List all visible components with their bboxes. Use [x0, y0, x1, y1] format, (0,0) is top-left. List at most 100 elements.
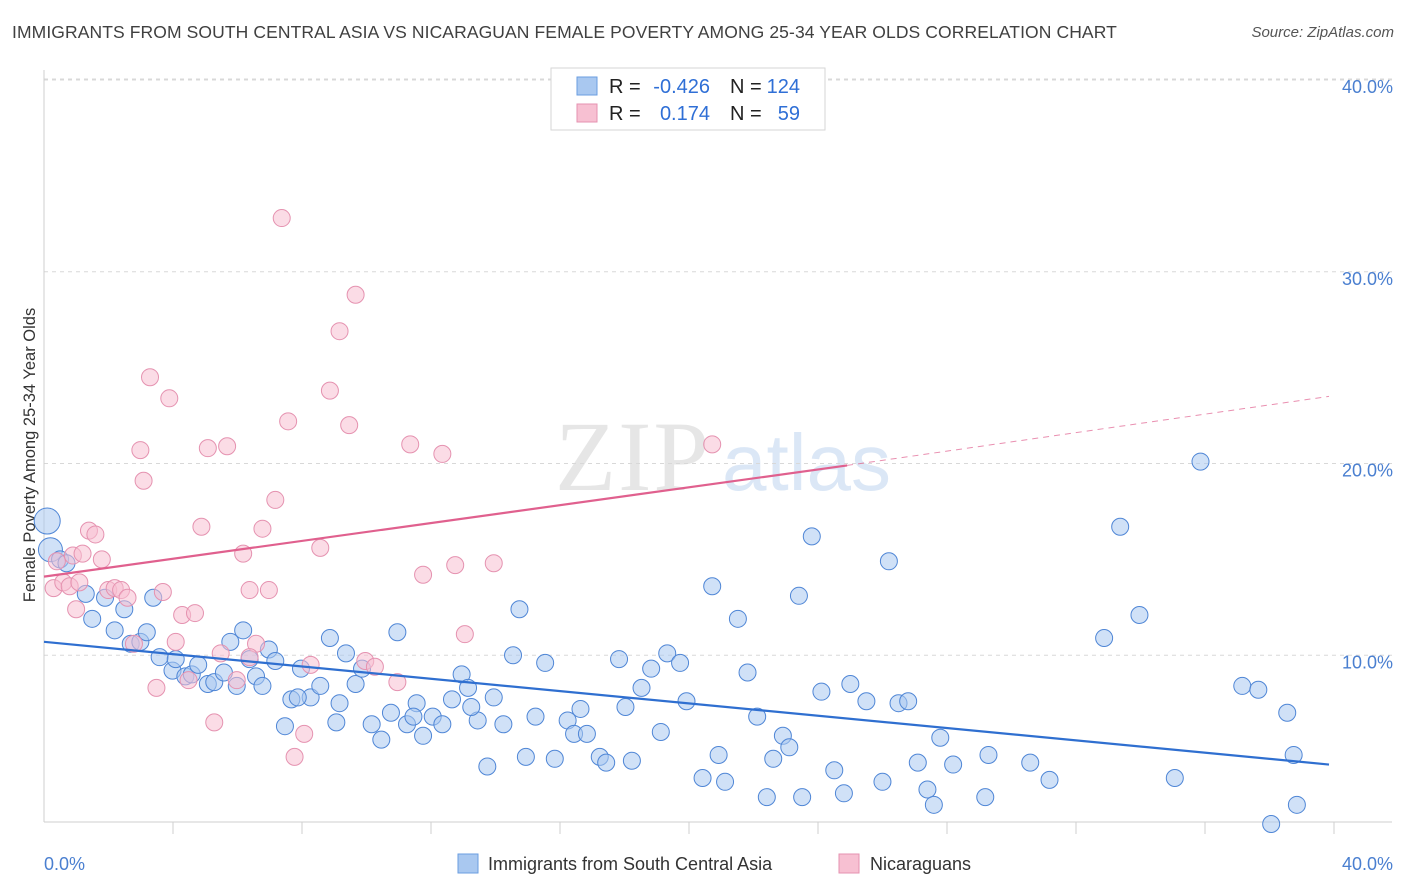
stats-r-label-2: R = [609, 103, 641, 125]
data-point-nicaraguans [703, 435, 722, 454]
data-point-immigrants [404, 707, 423, 726]
gridlines [44, 78, 1392, 656]
data-point-immigrants [1249, 680, 1268, 699]
data-point-immigrants [944, 755, 963, 774]
data-point-immigrants [504, 646, 523, 665]
data-point-immigrants [442, 690, 461, 709]
stats-r-label-1: R = [609, 76, 641, 98]
data-point-nicaraguans [340, 416, 359, 435]
data-point-immigrants [388, 623, 407, 642]
data-point-nicaraguans [279, 412, 298, 431]
stats-swatch-pink [576, 103, 598, 123]
data-point-immigrants [526, 707, 545, 726]
data-point-nicaraguans [414, 565, 433, 584]
data-point-immigrants [137, 623, 156, 642]
data-point-immigrants [1165, 768, 1184, 787]
data-point-immigrants [632, 678, 651, 697]
data-point-immigrants [381, 703, 400, 722]
data-point-immigrants [536, 653, 555, 672]
data-point-immigrants [105, 621, 124, 640]
data-point-immigrants [577, 724, 596, 743]
data-point-immigrants [189, 655, 208, 674]
data-point-immigrants [931, 728, 950, 747]
data-point-nicaraguans [320, 381, 339, 400]
data-point-nicaraguans [253, 519, 272, 538]
data-point-immigrants [908, 753, 927, 772]
y-tick-label: 30.0% [1342, 269, 1393, 289]
trend-line-immigrants [43, 640, 1330, 766]
data-point-immigrants [857, 692, 876, 711]
bottom-legend: Immigrants from South Central Asia Nicar… [457, 853, 971, 874]
data-point-immigrants [414, 726, 433, 745]
data-point-immigrants [221, 632, 240, 651]
data-point-immigrants [1191, 452, 1210, 471]
data-point-immigrants [764, 749, 783, 768]
data-point-nicaraguans [205, 713, 224, 732]
data-point-immigrants [510, 600, 529, 619]
data-point-nicaraguans [118, 588, 137, 607]
y-tick-labels: 10.0% 20.0% 30.0% 40.0% [1342, 77, 1393, 672]
data-point-nicaraguans [401, 435, 420, 454]
data-point-immigrants [812, 682, 831, 701]
data-point-immigrants [275, 717, 294, 736]
data-point-immigrants [825, 761, 844, 780]
data-point-immigrants [693, 768, 712, 787]
data-point-nicaraguans [311, 538, 330, 557]
data-point-nicaraguans [147, 678, 166, 697]
data-point-immigrants [841, 675, 860, 694]
data-point-nicaraguans [185, 604, 204, 623]
trend-line-nicaraguans [43, 464, 848, 578]
data-point-nicaraguans [179, 671, 198, 690]
data-point-nicaraguans [124, 634, 143, 653]
data-point-nicaraguans [365, 657, 384, 676]
data-point-immigrants [616, 698, 635, 717]
data-point-immigrants [976, 788, 995, 807]
data-point-nicaraguans [346, 285, 365, 304]
data-point-immigrants [83, 609, 102, 628]
data-point-immigrants [873, 772, 892, 791]
data-point-immigrants [924, 795, 943, 814]
data-point-nicaraguans [134, 471, 153, 490]
legend-swatch-pink [838, 853, 860, 874]
watermark-zip: ZIP [555, 401, 711, 512]
data-point-nicaraguans [301, 655, 320, 674]
data-point-immigrants [346, 675, 365, 694]
data-point-immigrants [738, 663, 757, 682]
stats-n-value-1: 124 [767, 76, 800, 98]
data-point-nicaraguans [70, 573, 89, 592]
data-point-nicaraguans [446, 556, 465, 575]
trend-line-nicaraguans-extrapolated [847, 395, 1330, 466]
data-point-immigrants [918, 780, 937, 799]
data-point-nicaraguans [484, 554, 503, 573]
data-point-nicaraguans [433, 444, 452, 463]
data-point-nicaraguans [240, 581, 259, 600]
data-point-nicaraguans [131, 441, 150, 460]
data-point-immigrants [494, 715, 513, 734]
data-point-immigrants [478, 757, 497, 776]
data-point-nicaraguans [285, 747, 304, 766]
data-point-immigrants [234, 621, 253, 640]
data-point-immigrants [253, 676, 272, 695]
data-point-immigrants [610, 650, 629, 669]
data-point-immigrants [748, 707, 767, 726]
data-point-nicaraguans [192, 517, 211, 536]
data-point-immigrants [330, 694, 349, 713]
data-point-immigrants [642, 659, 661, 678]
data-point-immigrants [516, 747, 535, 766]
watermark-atlas: atlas [722, 418, 891, 507]
data-point-nicaraguans [141, 368, 160, 387]
data-point-immigrants [834, 784, 853, 803]
data-point-immigrants [545, 749, 564, 768]
data-point-nicaraguans [160, 389, 179, 408]
data-point-nicaraguans [272, 209, 291, 228]
data-point-nicaraguans [330, 322, 349, 341]
data-point-immigrants [671, 653, 690, 672]
stats-swatch-blue [576, 76, 598, 96]
stats-n-label-1: N = [730, 76, 762, 98]
x-tick-label-max: 40.0% [1342, 854, 1393, 874]
legend-label-blue: Immigrants from South Central Asia [488, 854, 773, 874]
data-point-immigrants [320, 628, 339, 647]
data-point-immigrants [780, 738, 799, 757]
data-point-immigrants [757, 788, 776, 807]
